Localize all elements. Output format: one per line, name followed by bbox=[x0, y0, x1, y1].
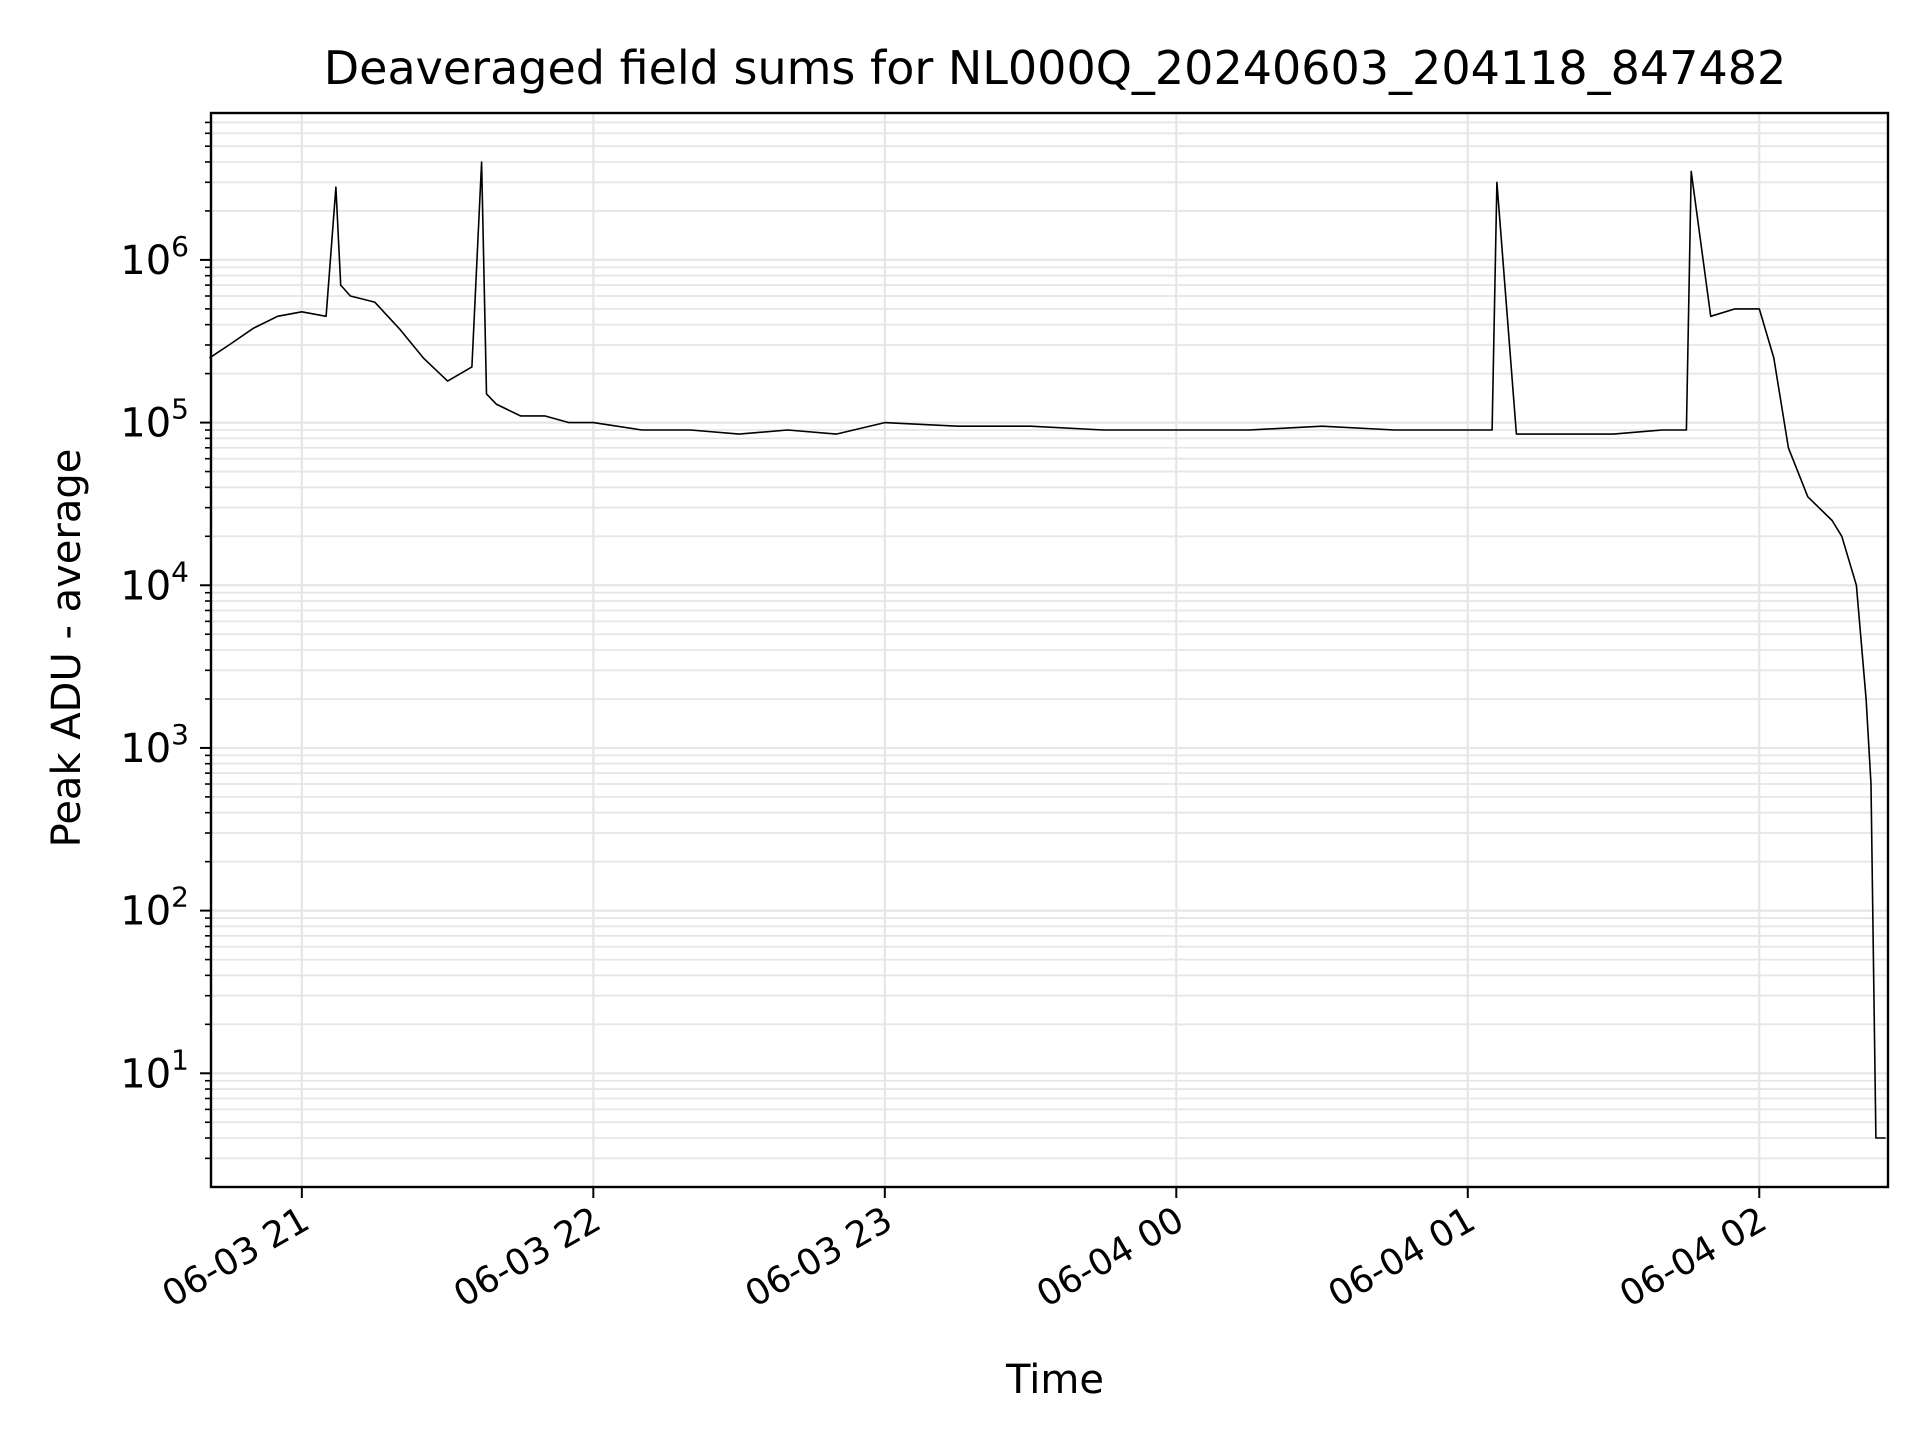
series-line bbox=[209, 161, 1886, 1139]
y-tick-label: 103 bbox=[120, 718, 189, 772]
y-tick-label: 106 bbox=[120, 230, 189, 284]
y-tick-label: 104 bbox=[120, 555, 189, 609]
y-tick-label: 105 bbox=[120, 393, 189, 447]
y-tick-label: 102 bbox=[120, 881, 189, 935]
grid-layer bbox=[211, 113, 1888, 1187]
chart-title: Deaveraged field sums for NL000Q_2024060… bbox=[324, 41, 1787, 95]
axes-frame bbox=[209, 111, 1890, 1189]
y-tick-label: 101 bbox=[120, 1043, 189, 1097]
y-axis-label: Peak ADU - average bbox=[44, 449, 90, 848]
plot-area bbox=[209, 161, 1886, 1139]
x-axis-label: Time bbox=[1005, 1357, 1104, 1403]
